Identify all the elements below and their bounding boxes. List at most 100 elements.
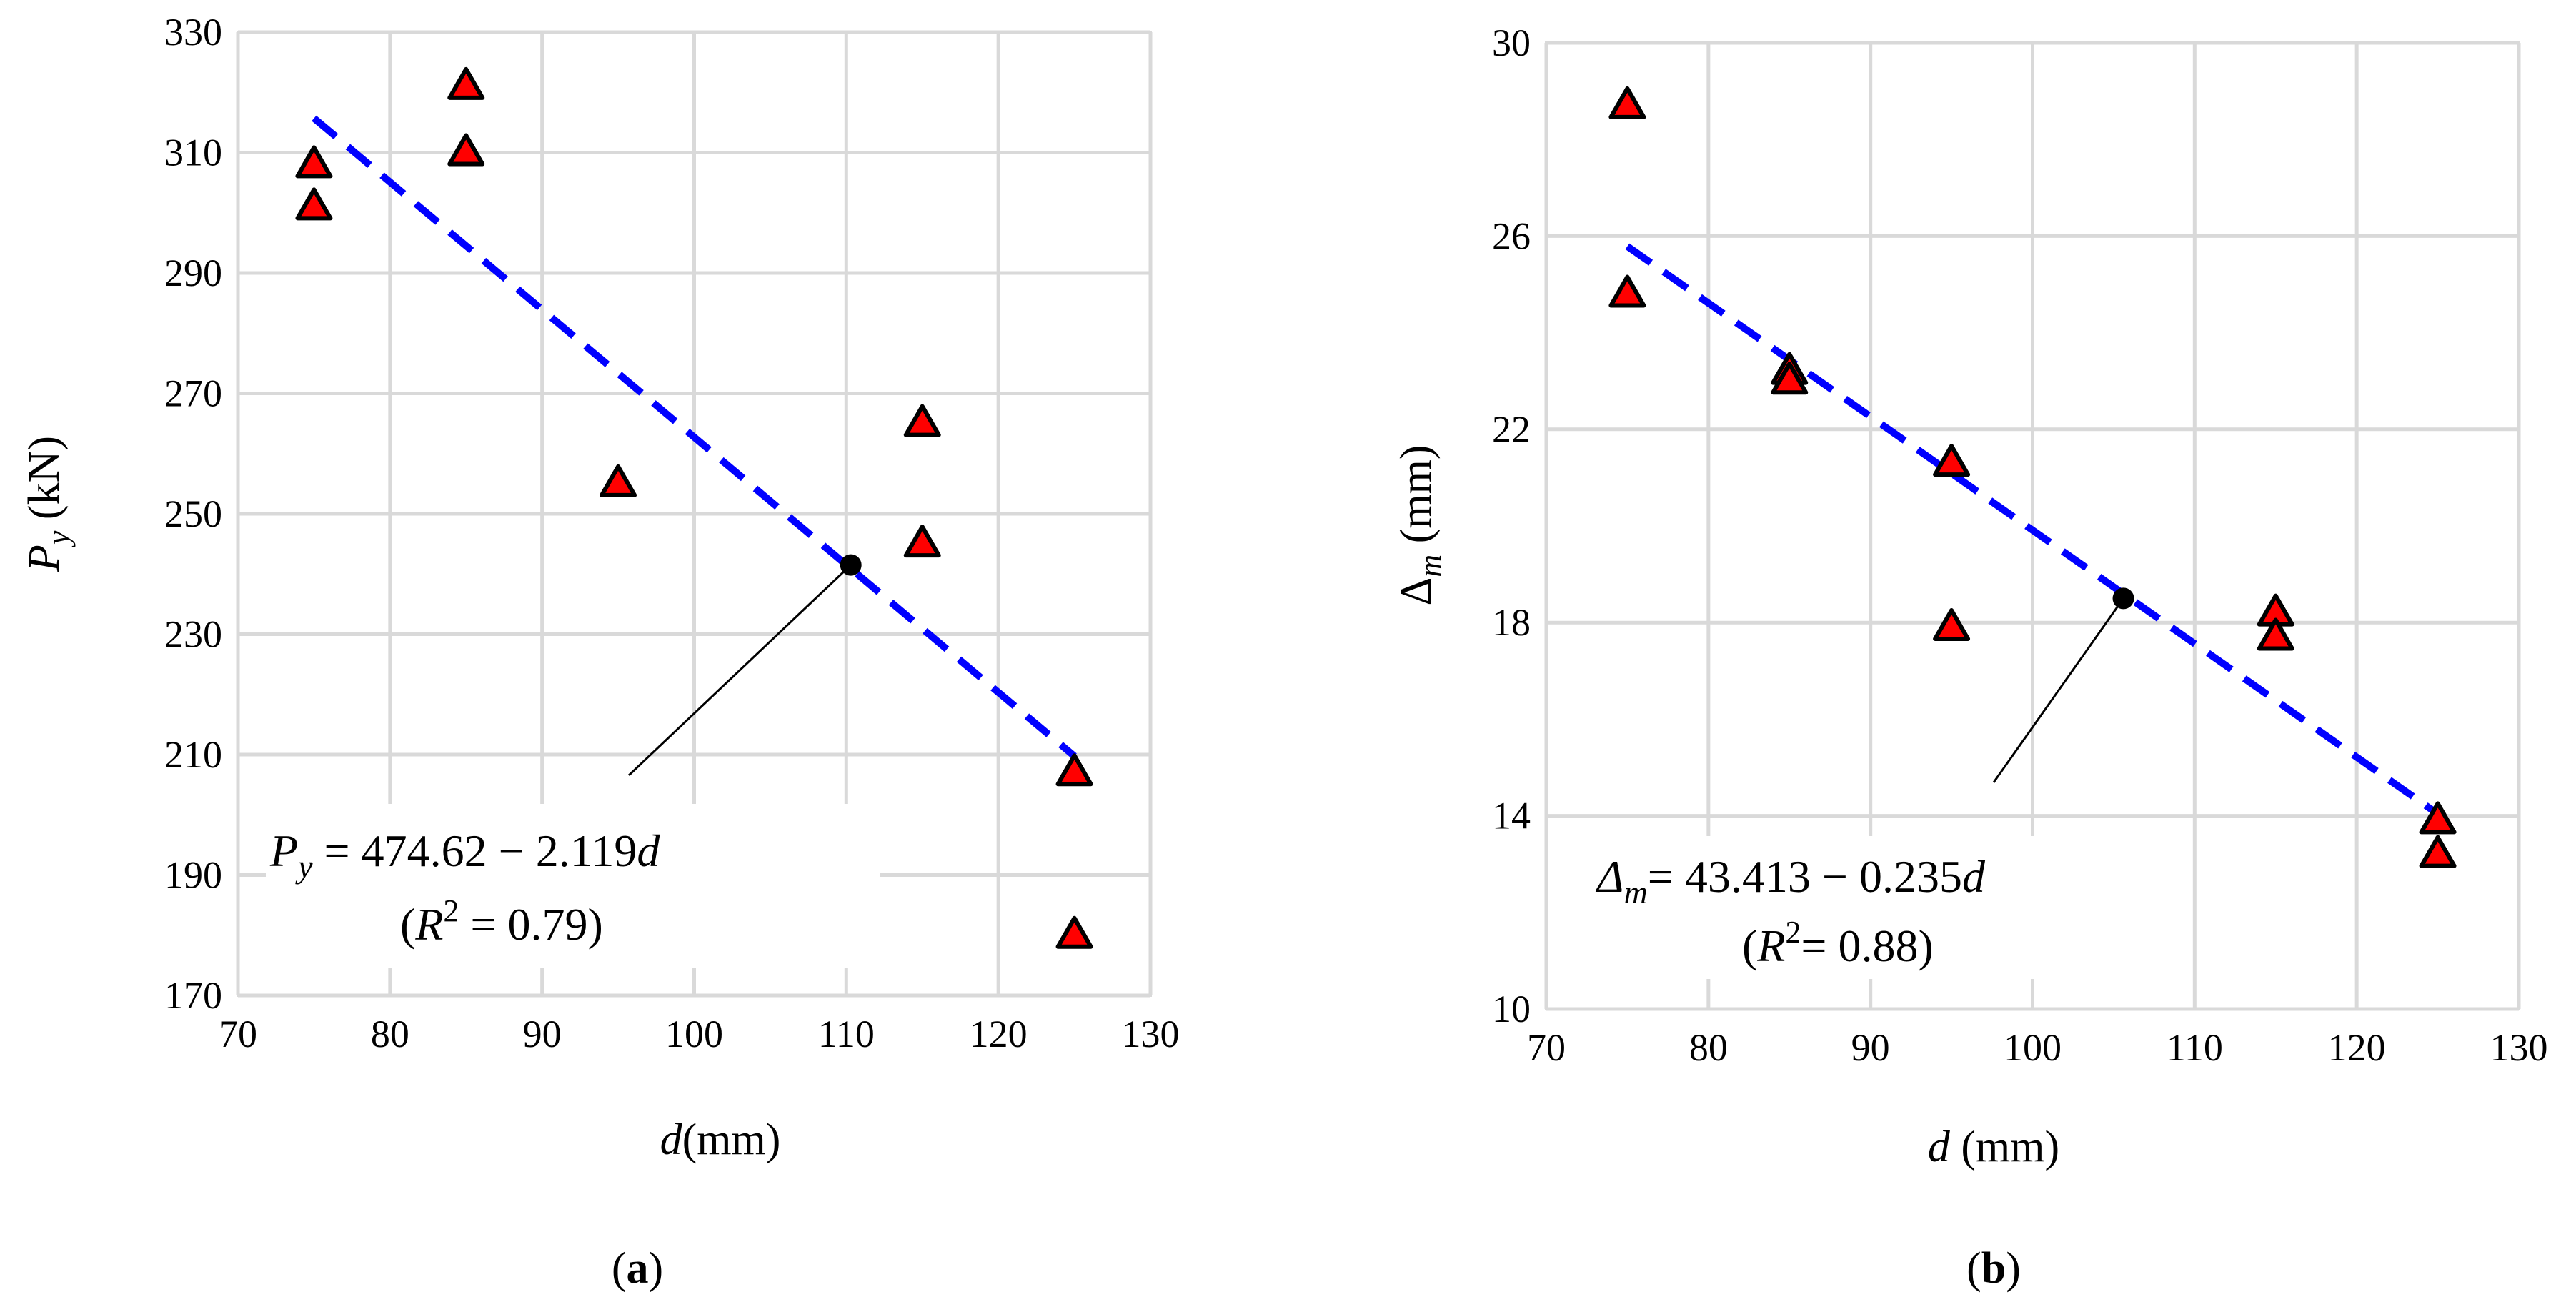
chart-b-data-point — [1608, 86, 1646, 119]
chart-b-equation: Δm= 43.413 − 0.235d — [1595, 851, 1986, 910]
chart-a-equation-background — [266, 804, 880, 968]
chart-a-ylabel-var: P — [20, 545, 69, 572]
chart-b-r2-var: R — [1756, 920, 1785, 971]
chart-b-y-axis-label: Δm (mm) — [1392, 445, 1448, 606]
chart-b-x-tick-label: 130 — [2490, 1026, 2548, 1069]
chart-b-ylabel-sub: m — [1413, 555, 1448, 577]
chart-b-panel-letter: b — [1981, 1244, 2006, 1293]
chart-a-gridlines — [236, 30, 1153, 998]
chart-a-y-tick-label: 230 — [164, 613, 222, 656]
chart-b-xlabel-var: d — [1928, 1123, 1951, 1171]
chart-a-annotation-leader — [627, 564, 852, 777]
chart-a-y-tick-label: 170 — [164, 974, 222, 1017]
chart-b-y-tick-label: 22 — [1492, 408, 1531, 451]
chart-a-xlabel-var: d — [660, 1115, 683, 1164]
chart-b-data-point — [2419, 801, 2457, 835]
chart-b-y-tick-label: 14 — [1492, 795, 1531, 838]
chart-b-annotation-leader — [1992, 597, 2124, 783]
chart-a-x-tick-label: 110 — [818, 1013, 875, 1055]
chart-a-x-tick-labels: 70 80 90 100 110 120 130 — [219, 1013, 1180, 1055]
chart-a-x-tick-label: 100 — [665, 1013, 723, 1055]
chart-b-ylabel-unit: (mm) — [1392, 445, 1441, 555]
chart-a-eq-var: d — [637, 825, 660, 876]
chart-a-data-point — [1055, 753, 1093, 787]
chart-b-eq-rhs: = 43.413 − 0.235 — [1648, 851, 1962, 902]
chart-b-x-tick-labels: 70 80 90 100 110 120 130 — [1527, 1026, 2548, 1069]
chart-a-eq-lhs-var: P — [269, 825, 298, 876]
chart-a-panel-letter: a — [627, 1244, 649, 1293]
chart-a-y-tick-label: 190 — [164, 854, 222, 897]
chart-a-eq-lhs-sub: y — [295, 848, 313, 885]
chart-b-equation-background — [1590, 836, 2176, 979]
chart-a-data-point — [447, 133, 485, 167]
chart-a-data-point — [600, 464, 637, 497]
chart-a-y-tick-labels: 170 190 210 230 250 270 290 310 330 — [164, 11, 222, 1017]
chart-a-x-tick-label: 130 — [1122, 1013, 1180, 1055]
chart-b-y-tick-labels: 10 14 18 22 26 30 — [1492, 21, 1531, 1030]
chart-a: 170 190 210 230 250 270 290 310 330 70 80 90 100 110… — [20, 11, 1180, 1293]
chart-b-x-tick-label: 80 — [1689, 1026, 1728, 1069]
chart-b-x-tick-label: 120 — [2328, 1026, 2386, 1069]
chart-a-y-tick-label: 330 — [164, 11, 222, 54]
chart-a-ylabel-sub: y — [41, 530, 76, 547]
chart-b-y-tick-label: 30 — [1492, 21, 1531, 64]
chart-b-r2: (R2= 0.88) — [1742, 915, 1934, 971]
chart-b-trendline — [1625, 243, 2440, 818]
chart-a-eq-rhs: = 474.62 − 2.119 — [313, 825, 637, 876]
chart-b-annotation-point — [2112, 587, 2134, 610]
chart-b-ylabel-var: Δ — [1392, 577, 1441, 606]
chart-b-eq-lhs-sub: m — [1624, 874, 1648, 910]
chart-b-data-point — [1933, 444, 1971, 477]
chart-b-x-tick-label: 110 — [2167, 1026, 2223, 1069]
chart-a-x-tick-label: 120 — [970, 1013, 1028, 1055]
chart-a-trendline — [312, 115, 1077, 759]
chart-b-data-point — [2419, 835, 2457, 868]
chart-b-y-tick-label: 18 — [1492, 601, 1531, 644]
chart-a-x-axis-label: d(mm) — [660, 1115, 781, 1164]
chart-a-data-point — [447, 66, 485, 100]
chart-b-data-markers — [1608, 86, 2457, 868]
chart-a-r2: (R2 = 0.79) — [400, 893, 603, 950]
chart-b-data-point — [2257, 617, 2294, 651]
chart-a-x-tick-label: 70 — [219, 1013, 257, 1055]
chart-b-r2-open: ( — [1742, 920, 1757, 971]
chart-b-data-point — [1771, 362, 1809, 395]
chart-a-ylabel-unit: (kN) — [20, 436, 69, 531]
chart-b-y-tick-label: 26 — [1492, 214, 1531, 257]
chart-a-data-point — [1055, 915, 1093, 949]
chart-a-r2-open: ( — [400, 899, 415, 950]
chart-b-r2-rest: = 0.88) — [1801, 920, 1933, 971]
chart-b-panel-label: (b) — [1966, 1244, 2021, 1293]
chart-a-y-tick-label: 270 — [164, 372, 222, 415]
chart-b-y-tick-label: 10 — [1492, 988, 1531, 1030]
chart-a-equation: Py = 474.62 − 2.119d — [269, 825, 660, 885]
chart-a-data-point — [903, 525, 941, 558]
chart-b-plot-frame — [1545, 41, 2520, 1010]
chart-b-data-point — [1933, 607, 1971, 641]
chart-a-xlabel-unit: (mm) — [682, 1115, 781, 1164]
chart-a-x-tick-label: 90 — [523, 1013, 562, 1055]
chart-a-y-tick-label: 250 — [164, 492, 222, 535]
chart-b-r2-sup: 2 — [1785, 915, 1801, 950]
chart-a-data-markers — [295, 66, 1093, 949]
chart-a-x-tick-label: 80 — [371, 1013, 409, 1055]
chart-a-plot-frame — [237, 31, 1152, 997]
chart-a-y-axis-label: Py (kN) — [20, 436, 76, 572]
chart-a-r2-var: R — [414, 899, 443, 950]
chart-a-annotation-point — [840, 554, 862, 576]
chart-a-y-tick-label: 210 — [164, 733, 222, 776]
chart-b-xlabel-unit: (mm) — [1950, 1123, 2059, 1171]
chart-b-x-tick-label: 100 — [2004, 1026, 2062, 1069]
chart-a-data-point — [903, 404, 941, 437]
chart-a-y-tick-label: 290 — [164, 252, 222, 294]
chart-b-x-tick-label: 70 — [1527, 1026, 1566, 1069]
chart-b-x-axis-label: d (mm) — [1928, 1123, 2059, 1171]
chart-a-data-point — [295, 145, 333, 179]
chart-a-data-point — [295, 187, 333, 221]
chart-a-r2-rest: = 0.79) — [459, 899, 602, 950]
chart-b-data-point — [1608, 274, 1646, 308]
chart-a-r2-sup: 2 — [443, 893, 459, 928]
